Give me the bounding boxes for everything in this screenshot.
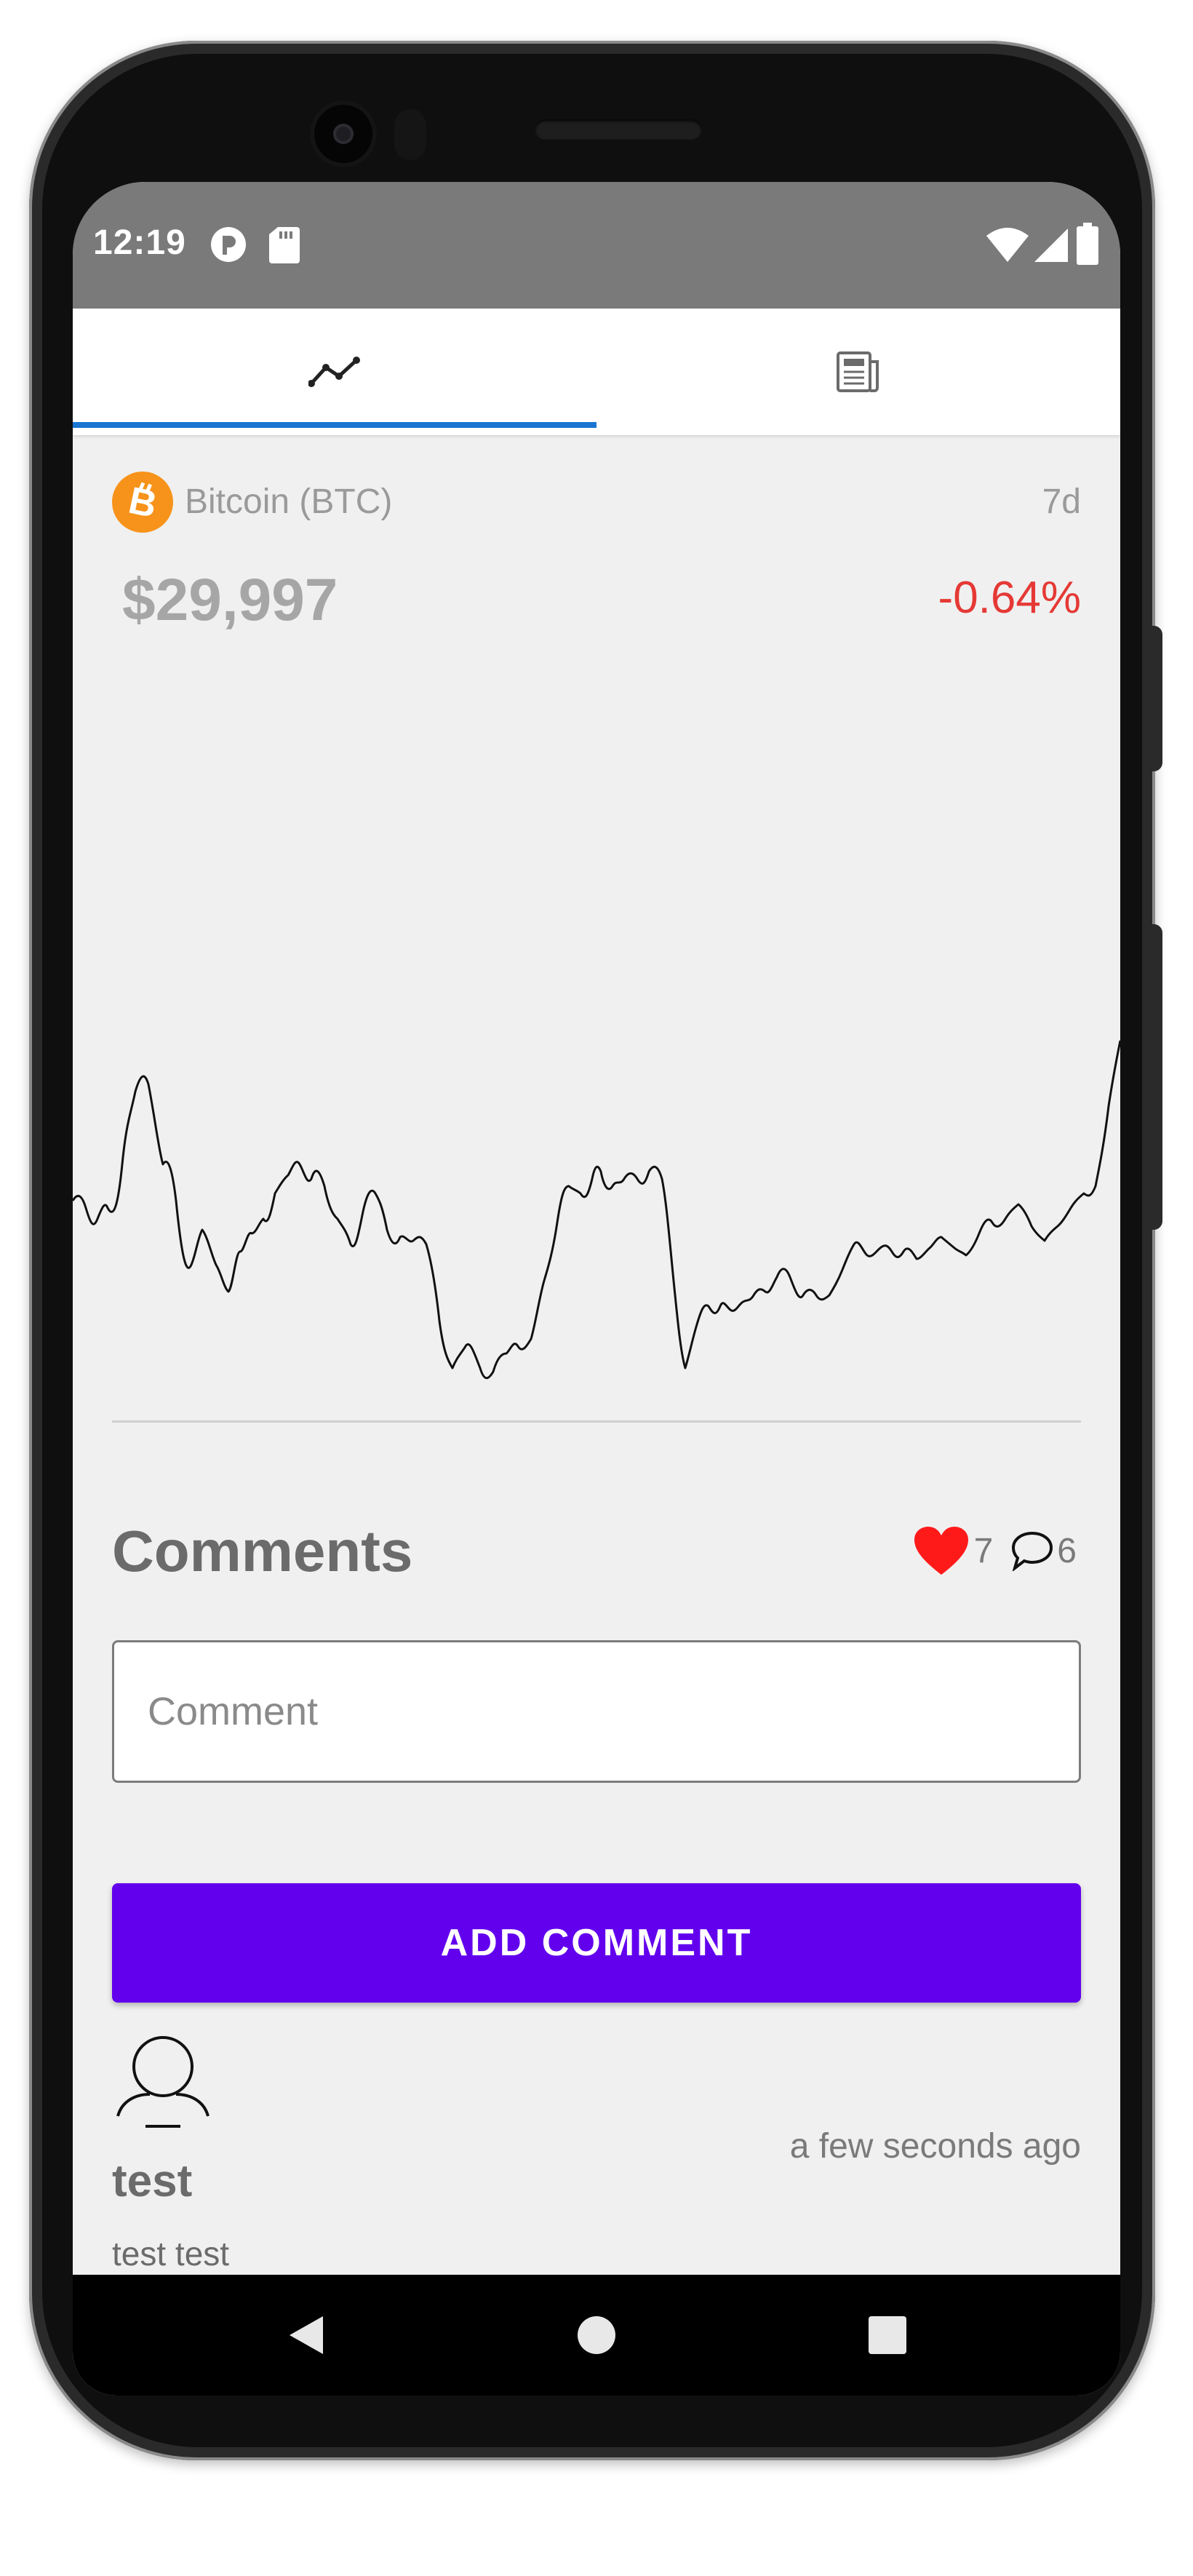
time-period[interactable]: 7d: [1042, 482, 1081, 521]
coin-price: $29,997: [122, 567, 338, 633]
comment-input[interactable]: [112, 1640, 1081, 1783]
status-time: 12:19: [93, 223, 186, 262]
app-screen: 12:19: [73, 182, 1120, 2396]
user-avatar-icon: [116, 2036, 210, 2128]
nav-recents-button[interactable]: [829, 2275, 946, 2396]
nav-back-button[interactable]: [247, 2275, 364, 2396]
home-circle-icon: [578, 2316, 615, 2354]
price-change: -0.64%: [938, 573, 1081, 623]
add-comment-button[interactable]: ADD COMMENT: [112, 1883, 1081, 2003]
front-camera: [314, 105, 372, 163]
comment-username: test: [112, 2156, 193, 2206]
price-sparkline: [73, 1040, 1120, 1380]
signal-icon: [1034, 228, 1068, 262]
likes-count: 7: [973, 1531, 994, 1570]
navigation-bar: [73, 2275, 1120, 2396]
coin-name: Bitcoin (BTC): [185, 482, 393, 521]
trending-line-icon: [308, 357, 360, 387]
power-button: [1152, 626, 1162, 771]
newspaper-icon: [837, 351, 879, 392]
volume-button: [1152, 924, 1162, 1230]
comment-body: test test: [112, 2235, 230, 2273]
comment-stats: 7 6: [913, 1525, 1077, 1576]
comment-count: 6: [1057, 1531, 1077, 1570]
recents-square-icon: [869, 2316, 906, 2354]
tab-bar: [73, 309, 1120, 435]
comment-timestamp: a few seconds ago: [789, 2127, 1081, 2166]
battery-icon: [1077, 223, 1098, 265]
wifi-icon: [986, 228, 1029, 262]
app-notification-icon: [211, 227, 246, 262]
heart-icon[interactable]: [913, 1525, 970, 1576]
bitcoin-icon: B: [112, 472, 173, 533]
tab-news[interactable]: [596, 309, 1120, 435]
sd-card-icon: [269, 227, 300, 263]
nav-home-button[interactable]: [538, 2275, 655, 2396]
status-bar: 12:19: [73, 182, 1120, 309]
comments-title: Comments: [112, 1519, 413, 1583]
earpiece-speaker: [535, 119, 702, 140]
divider: [112, 1420, 1081, 1423]
comment-item: test a few seconds ago test test: [73, 2023, 1120, 2275]
tab-indicator: [73, 422, 596, 428]
comment-bubble-icon: [1012, 1531, 1053, 1571]
back-triangle-icon: [290, 2316, 323, 2354]
tab-chart[interactable]: [73, 309, 596, 435]
proximity-sensor: [394, 109, 426, 160]
